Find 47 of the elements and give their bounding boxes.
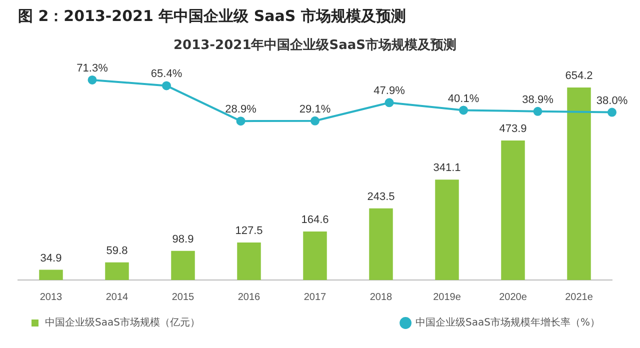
data-label: 164.6	[301, 214, 329, 226]
x-tick-label: 2020e	[499, 292, 528, 303]
point	[459, 106, 468, 115]
data-label: 65.4%	[150, 68, 182, 80]
legend-label: 中国企业级SaaS市场规模年增长率（%）	[416, 316, 600, 329]
x-tick-label: 2021e	[565, 292, 594, 303]
bar	[435, 180, 459, 280]
data-label: 47.9%	[374, 85, 406, 98]
data-label: 127.5	[235, 225, 263, 238]
point	[236, 116, 246, 126]
data-label: 28.9%	[225, 104, 257, 116]
chart-title: 图 2：2013-2021 年中国企业级 SaaS 市场规模及预测	[18, 6, 406, 25]
bar	[237, 242, 261, 280]
data-label: 71.3%	[76, 62, 108, 75]
data-label: 98.9	[172, 233, 194, 246]
bar	[501, 140, 525, 280]
x-tick-label: 2018	[370, 292, 393, 303]
point	[608, 108, 616, 117]
data-label: 341.1	[433, 162, 461, 174]
bar	[303, 232, 327, 280]
data-label: 38.9%	[522, 94, 554, 106]
data-label: 243.5	[367, 190, 395, 203]
data-label: 654.2	[565, 70, 593, 82]
x-tick-label: 2014	[106, 292, 129, 303]
bar	[567, 87, 591, 280]
x-tick-label: 2016	[238, 292, 261, 303]
bar	[105, 262, 129, 280]
legend-label: 中国企业级SaaS市场规模（亿元）	[45, 316, 200, 329]
x-tick-label: 2019e	[433, 292, 462, 303]
point	[88, 75, 97, 84]
bar	[171, 250, 195, 280]
point	[162, 81, 171, 90]
x-tick-label: 2017	[304, 292, 327, 303]
data-label: 59.8	[106, 244, 128, 257]
chart-subtitle: 2013-2021年中国企业级SaaS市场规模及预测	[173, 37, 457, 54]
data-label: 473.9	[499, 123, 527, 136]
data-label: 29.1%	[299, 103, 331, 116]
point	[533, 106, 542, 116]
data-label: 34.9	[40, 252, 62, 264]
x-tick-label: 2013	[40, 292, 63, 303]
data-label: 40.1%	[448, 92, 480, 105]
x-tick-label: 2015	[172, 292, 195, 303]
point	[310, 116, 320, 126]
data-label: 38.0%	[596, 94, 628, 107]
bar	[369, 208, 393, 280]
bar	[39, 270, 63, 280]
point	[384, 98, 394, 108]
